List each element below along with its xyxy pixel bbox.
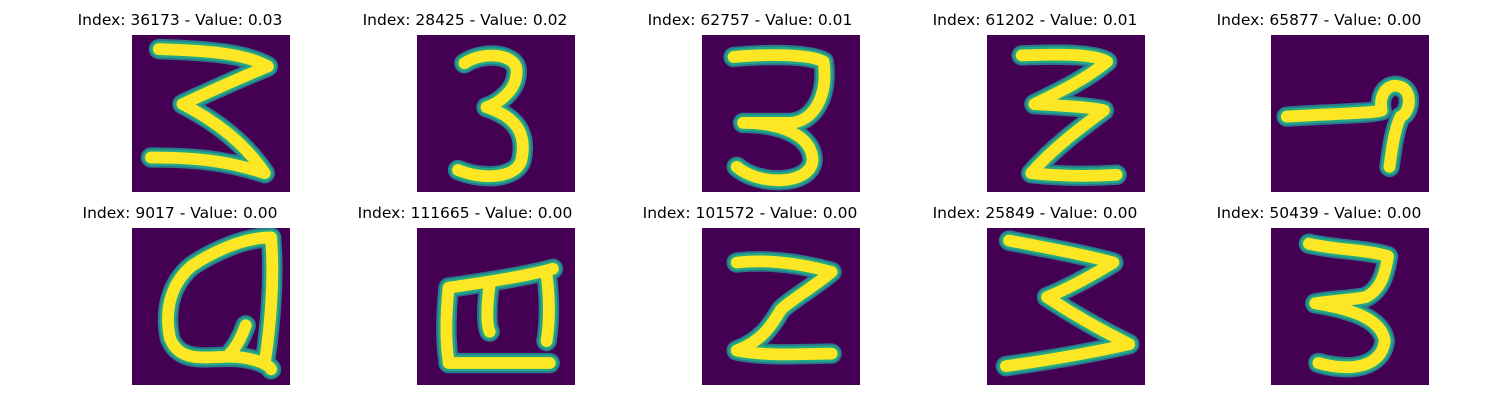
glyph-image xyxy=(1271,35,1429,192)
panel-title: Index: 28425 - Value: 0.02 xyxy=(362,11,568,29)
glyph-image xyxy=(1271,228,1429,385)
glyph-stroke-core xyxy=(162,231,279,376)
glyph-stroke-core xyxy=(727,49,831,187)
panel-9: Index: 25849 - Value: 0.00 xyxy=(885,193,1185,385)
panel-6: Index: 9017 - Value: 0.00 xyxy=(30,193,330,385)
glyph-canvas xyxy=(702,35,860,192)
panel-10: Index: 50439 - Value: 0.00 xyxy=(1169,193,1469,385)
panel-title: Index: 9017 - Value: 0.00 xyxy=(82,204,278,222)
glyph-stroke-core xyxy=(1000,234,1136,373)
panel-title: Index: 50439 - Value: 0.00 xyxy=(1216,204,1422,222)
panel-5: Index: 65877 - Value: 0.00 xyxy=(1169,0,1469,192)
panel-title: Index: 111665 - Value: 0.00 xyxy=(357,204,573,222)
glyph-stroke-core xyxy=(1015,48,1123,182)
panel-title: Index: 65877 - Value: 0.00 xyxy=(1216,11,1422,29)
panel-title: Index: 62757 - Value: 0.01 xyxy=(647,11,853,29)
glyph-stroke-core xyxy=(145,43,274,180)
panel-8: Index: 101572 - Value: 0.00 xyxy=(600,193,900,385)
panel-2: Index: 28425 - Value: 0.02 xyxy=(315,0,615,192)
glyph-canvas xyxy=(132,228,290,385)
panel-3: Index: 62757 - Value: 0.01 xyxy=(600,0,900,192)
panel-title: Index: 61202 - Value: 0.01 xyxy=(932,11,1138,29)
panel-title: Index: 36173 - Value: 0.03 xyxy=(77,11,283,29)
glyph-image xyxy=(417,228,575,385)
glyph-canvas xyxy=(987,35,1145,192)
glyph-stroke-core xyxy=(452,49,529,183)
glyph-image xyxy=(132,228,290,385)
glyph-image xyxy=(987,35,1145,192)
glyph-canvas xyxy=(417,35,575,192)
panel-title: Index: 101572 - Value: 0.00 xyxy=(642,204,858,222)
glyph-canvas xyxy=(1271,228,1429,385)
panel-1: Index: 36173 - Value: 0.03 xyxy=(30,0,330,192)
glyph-canvas xyxy=(417,228,575,385)
glyph-canvas xyxy=(132,35,290,192)
glyph-image xyxy=(702,228,860,385)
glyph-stroke-core xyxy=(1280,79,1415,173)
glyph-canvas xyxy=(987,228,1145,385)
glyph-canvas xyxy=(1271,35,1429,192)
panel-4: Index: 61202 - Value: 0.01 xyxy=(885,0,1185,192)
glyph-stroke-core xyxy=(1302,237,1394,374)
glyph-image xyxy=(417,35,575,192)
glyph-stroke-core xyxy=(440,262,559,369)
glyph-canvas xyxy=(702,228,860,385)
panel-title: Index: 25849 - Value: 0.00 xyxy=(932,204,1138,222)
glyph-image xyxy=(132,35,290,192)
glyph-stroke-core xyxy=(730,255,838,361)
glyph-image xyxy=(987,228,1145,385)
glyph-image xyxy=(702,35,860,192)
panel-7: Index: 111665 - Value: 0.00 xyxy=(315,193,615,385)
